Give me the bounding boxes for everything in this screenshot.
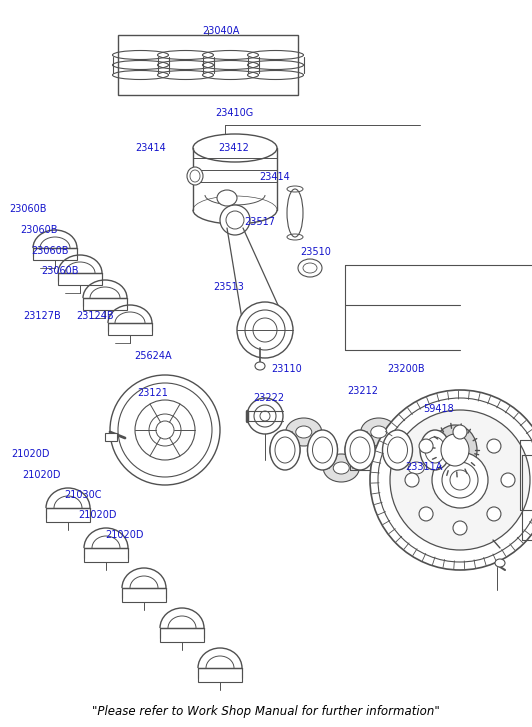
Ellipse shape [432, 452, 488, 508]
Text: 23127B: 23127B [23, 310, 61, 321]
Bar [33, 248, 77, 260]
Bar [83, 298, 127, 310]
Ellipse shape [495, 559, 505, 567]
Text: 23412: 23412 [218, 142, 249, 153]
Ellipse shape [453, 425, 467, 439]
Ellipse shape [390, 410, 530, 550]
Ellipse shape [247, 398, 283, 434]
Text: 23121: 23121 [137, 387, 168, 398]
Ellipse shape [405, 473, 419, 487]
Text: 23513: 23513 [213, 282, 244, 292]
Text: 23124B: 23124B [76, 310, 114, 321]
Bar [46, 508, 90, 522]
Ellipse shape [254, 405, 276, 427]
Ellipse shape [286, 418, 322, 446]
Ellipse shape [270, 432, 300, 468]
Text: 23510: 23510 [301, 246, 331, 257]
Text: 23212: 23212 [347, 386, 378, 396]
Bar [198, 668, 242, 682]
Bar [118, 35, 298, 95]
Text: 59418: 59418 [423, 403, 454, 414]
Ellipse shape [187, 167, 203, 185]
Ellipse shape [361, 418, 397, 446]
Text: 21020D: 21020D [105, 530, 144, 540]
Ellipse shape [287, 189, 303, 237]
Ellipse shape [345, 432, 375, 468]
Ellipse shape [149, 414, 181, 446]
Ellipse shape [333, 462, 349, 474]
Ellipse shape [370, 390, 532, 570]
Ellipse shape [323, 454, 359, 482]
Ellipse shape [419, 507, 433, 521]
Text: 23200B: 23200B [387, 364, 425, 374]
Bar [160, 628, 204, 642]
Ellipse shape [245, 310, 285, 350]
Ellipse shape [398, 454, 434, 482]
Text: 23414: 23414 [260, 172, 290, 182]
Ellipse shape [217, 190, 237, 206]
Polygon shape [227, 228, 287, 325]
Text: 21020D: 21020D [12, 449, 50, 459]
Ellipse shape [441, 434, 469, 466]
Ellipse shape [453, 521, 467, 535]
Text: 23060B: 23060B [31, 246, 68, 256]
Text: 23410G: 23410G [215, 108, 253, 118]
Ellipse shape [237, 302, 293, 358]
Ellipse shape [501, 473, 515, 487]
Text: 23060B: 23060B [20, 225, 57, 236]
Ellipse shape [371, 426, 387, 438]
Text: 23060B: 23060B [41, 266, 79, 276]
Ellipse shape [487, 439, 501, 453]
Bar [105, 433, 117, 441]
Text: 25624A: 25624A [134, 351, 172, 361]
Ellipse shape [220, 205, 250, 235]
Ellipse shape [383, 430, 412, 470]
Ellipse shape [307, 430, 337, 470]
Ellipse shape [383, 432, 412, 468]
Ellipse shape [487, 507, 501, 521]
Text: 23060B: 23060B [10, 204, 47, 214]
Text: 23311A: 23311A [405, 462, 443, 473]
Ellipse shape [433, 425, 477, 475]
Text: 21020D: 21020D [79, 510, 117, 520]
Bar [108, 323, 152, 335]
Text: 23414: 23414 [136, 142, 167, 153]
Ellipse shape [193, 134, 277, 162]
Bar [58, 273, 102, 285]
Text: 21020D: 21020D [22, 470, 61, 480]
Ellipse shape [408, 462, 424, 474]
Text: 21030C: 21030C [64, 490, 101, 500]
Text: 23110: 23110 [271, 364, 302, 374]
Ellipse shape [270, 430, 300, 470]
Text: 23222: 23222 [253, 393, 285, 403]
Ellipse shape [419, 439, 433, 453]
Ellipse shape [420, 430, 450, 470]
Ellipse shape [307, 432, 337, 468]
Text: 23517: 23517 [244, 217, 275, 228]
Bar [84, 548, 128, 562]
Ellipse shape [296, 426, 312, 438]
Ellipse shape [255, 362, 265, 370]
Ellipse shape [298, 259, 322, 277]
Text: 23040A: 23040A [202, 25, 239, 36]
Text: "Please refer to Work Shop Manual for further information": "Please refer to Work Shop Manual for fu… [92, 705, 440, 718]
Bar [122, 588, 166, 602]
Ellipse shape [420, 432, 450, 468]
Ellipse shape [345, 430, 375, 470]
Ellipse shape [110, 375, 220, 485]
